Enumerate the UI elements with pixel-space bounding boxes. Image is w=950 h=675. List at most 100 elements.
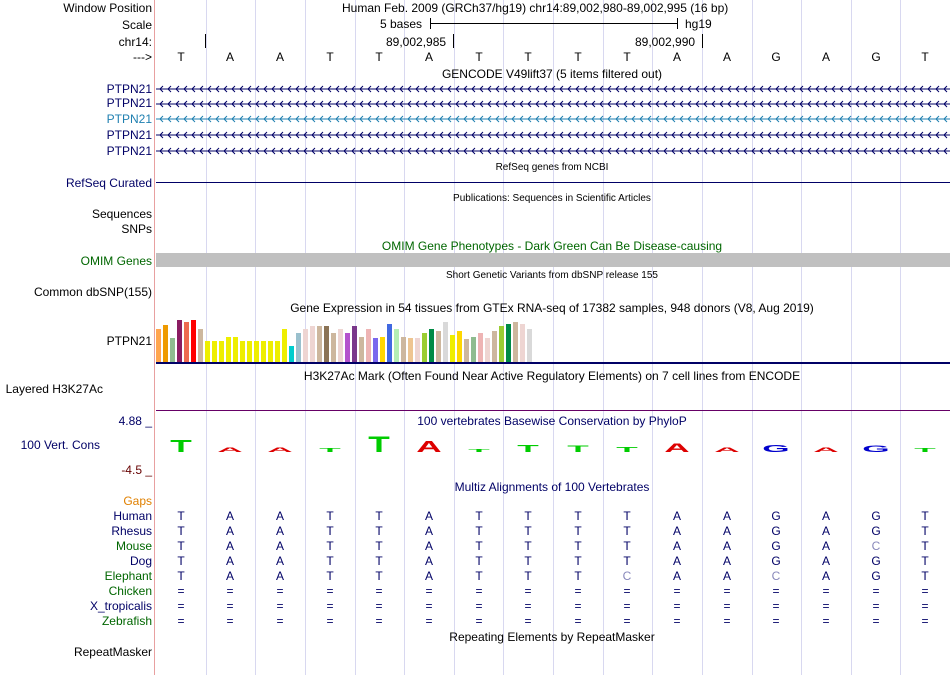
species-label-human[interactable]: Human: [113, 509, 152, 523]
gtex-tissue-bar[interactable]: [373, 338, 378, 362]
gtex-tissue-bar[interactable]: [499, 326, 504, 362]
gtex-tissue-bar[interactable]: [261, 341, 266, 362]
gtex-tissue-bar[interactable]: [331, 333, 336, 362]
gtex-tissue-bar[interactable]: [443, 322, 448, 362]
gtex-tissue-bar[interactable]: [268, 341, 273, 362]
gencode-transcript[interactable]: [156, 129, 950, 141]
gtex-tissue-bar[interactable]: [345, 333, 350, 362]
gtex-tissue-bar[interactable]: [408, 338, 413, 362]
gtex-tissue-bar[interactable]: [184, 322, 189, 362]
species-label-chicken[interactable]: Chicken: [108, 584, 152, 598]
h3k27ac-label[interactable]: Layered H3K27Ac: [5, 382, 103, 396]
gtex-tissue-bar[interactable]: [436, 331, 441, 362]
omim-gene-bar[interactable]: [156, 253, 950, 267]
gtex-tissue-bar[interactable]: [513, 322, 518, 362]
cons-label[interactable]: 100 Vert. Cons: [20, 438, 100, 452]
gtex-tissue-bar[interactable]: [275, 341, 280, 362]
gtex-label[interactable]: PTPN21: [106, 334, 152, 348]
phylop-track-title[interactable]: 100 vertebrates Basewise Conservation by…: [417, 414, 687, 428]
h3k27ac-track-title[interactable]: H3K27Ac Mark (Often Found Near Active Re…: [303, 369, 801, 383]
gtex-tissue-bar[interactable]: [485, 338, 490, 362]
alignment-base: T: [921, 539, 929, 553]
species-label-xtropicalis[interactable]: X_tropicalis: [89, 599, 152, 613]
multiz-track-title[interactable]: Multiz Alignments of 100 Vertebrates: [454, 480, 650, 494]
gtex-tissue-bar[interactable]: [324, 326, 329, 362]
gtex-tissue-bar[interactable]: [471, 337, 476, 362]
species-label-mouse[interactable]: Mouse: [115, 539, 152, 553]
refseq-label[interactable]: RefSeq Curated: [65, 176, 152, 190]
gtex-tissue-bar[interactable]: [296, 333, 301, 362]
dbsnp-track-title[interactable]: Short Genetic Variants from dbSNP releas…: [446, 270, 658, 281]
gtex-tissue-bar[interactable]: [303, 329, 308, 362]
gtex-tissue-bar[interactable]: [394, 329, 399, 362]
gencode-gene-label[interactable]: PTPN21: [106, 144, 152, 158]
gencode-transcript[interactable]: [156, 98, 950, 110]
gtex-tissue-bar[interactable]: [254, 341, 259, 362]
gtex-tissue-bar[interactable]: [464, 339, 469, 362]
gtex-tissue-bar[interactable]: [450, 335, 455, 362]
dbsnp-label[interactable]: Common dbSNP(155): [33, 285, 152, 299]
gencode-gene-label[interactable]: PTPN21: [106, 96, 152, 110]
gtex-tissue-bar[interactable]: [527, 329, 532, 362]
gtex-tissue-bar[interactable]: [401, 337, 406, 362]
gtex-tissue-bar[interactable]: [191, 320, 196, 362]
gtex-tissue-bar[interactable]: [282, 329, 287, 362]
gtex-tissue-bar[interactable]: [198, 329, 203, 362]
gtex-tissue-bar[interactable]: [415, 338, 420, 362]
gtex-tissue-bar[interactable]: [205, 341, 210, 362]
gtex-tissue-bar[interactable]: [240, 341, 245, 362]
species-label-dog[interactable]: Dog: [129, 554, 152, 568]
species-label-zebrafish[interactable]: Zebrafish: [101, 614, 152, 628]
gencode-transcript[interactable]: [156, 145, 950, 157]
gtex-tissue-bar[interactable]: [478, 333, 483, 362]
gencode-gene-label[interactable]: PTPN21: [106, 82, 152, 96]
gencode-transcript[interactable]: [156, 113, 950, 125]
gtex-tissue-bar[interactable]: [457, 331, 462, 362]
gtex-tissue-bar[interactable]: [387, 324, 392, 362]
publications-track-title[interactable]: Publications: Sequences in Scientific Ar…: [453, 193, 651, 204]
gtex-track-title[interactable]: Gene Expression in 54 tissues from GTEx …: [290, 301, 814, 315]
gtex-tissue-bar[interactable]: [317, 326, 322, 362]
gtex-tissue-bar[interactable]: [156, 329, 161, 362]
refseq-track-title[interactable]: RefSeq genes from NCBI: [495, 162, 609, 173]
repeatmasker-label[interactable]: RepeatMasker: [73, 645, 152, 659]
gtex-tissue-bar[interactable]: [226, 337, 231, 362]
gtex-tissue-bar[interactable]: [429, 329, 434, 362]
gtex-tissue-bar[interactable]: [506, 324, 511, 362]
gaps-label[interactable]: Gaps: [123, 494, 152, 508]
gtex-tissue-bar[interactable]: [219, 341, 224, 362]
gtex-tissue-bar[interactable]: [492, 331, 497, 362]
refseq-gene-line[interactable]: [156, 182, 950, 183]
omim-track-title[interactable]: OMIM Gene Phenotypes - Dark Green Can Be…: [381, 239, 723, 253]
gtex-tissue-bar[interactable]: [289, 346, 294, 362]
gencode-gene-label[interactable]: PTPN21: [106, 128, 152, 142]
gtex-tissue-bar[interactable]: [359, 337, 364, 362]
gtex-tissue-bar[interactable]: [422, 333, 427, 362]
gtex-tissue-bar[interactable]: [233, 337, 238, 362]
gtex-tissue-bar[interactable]: [212, 341, 217, 362]
alignment-base: A: [672, 539, 681, 553]
repeatmasker-track-title[interactable]: Repeating Elements by RepeatMasker: [449, 630, 655, 644]
gtex-tissue-bar[interactable]: [247, 341, 252, 362]
omim-label[interactable]: OMIM Genes: [80, 254, 152, 268]
snps-label[interactable]: SNPs: [121, 222, 152, 236]
alignment-base: =: [524, 584, 532, 598]
alignment-base: C: [771, 569, 781, 583]
gtex-tissue-bar[interactable]: [520, 324, 525, 362]
gencode-track-title[interactable]: GENCODE V49lift37 (5 items filtered out): [441, 67, 663, 81]
sequences-label[interactable]: Sequences: [91, 207, 152, 221]
gtex-tissue-bar[interactable]: [338, 329, 343, 362]
gtex-tissue-bar[interactable]: [163, 325, 168, 362]
gtex-tissue-bar[interactable]: [177, 320, 182, 362]
gtex-tissue-bar[interactable]: [380, 337, 385, 362]
gtex-tissue-bar[interactable]: [366, 329, 371, 362]
gencode-transcript[interactable]: [156, 83, 950, 95]
track-image[interactable]: Human Feb. 2009 (GRCh37/hg19) chr14:89,0…: [156, 0, 950, 675]
gencode-gene-label[interactable]: PTPN21: [106, 112, 152, 126]
species-label-elephant[interactable]: Elephant: [104, 569, 152, 583]
species-label-rhesus[interactable]: Rhesus: [111, 524, 152, 538]
gtex-tissue-bar[interactable]: [170, 338, 175, 362]
gtex-tissue-bar[interactable]: [310, 326, 315, 362]
gtex-tissue-bar[interactable]: [352, 326, 357, 362]
